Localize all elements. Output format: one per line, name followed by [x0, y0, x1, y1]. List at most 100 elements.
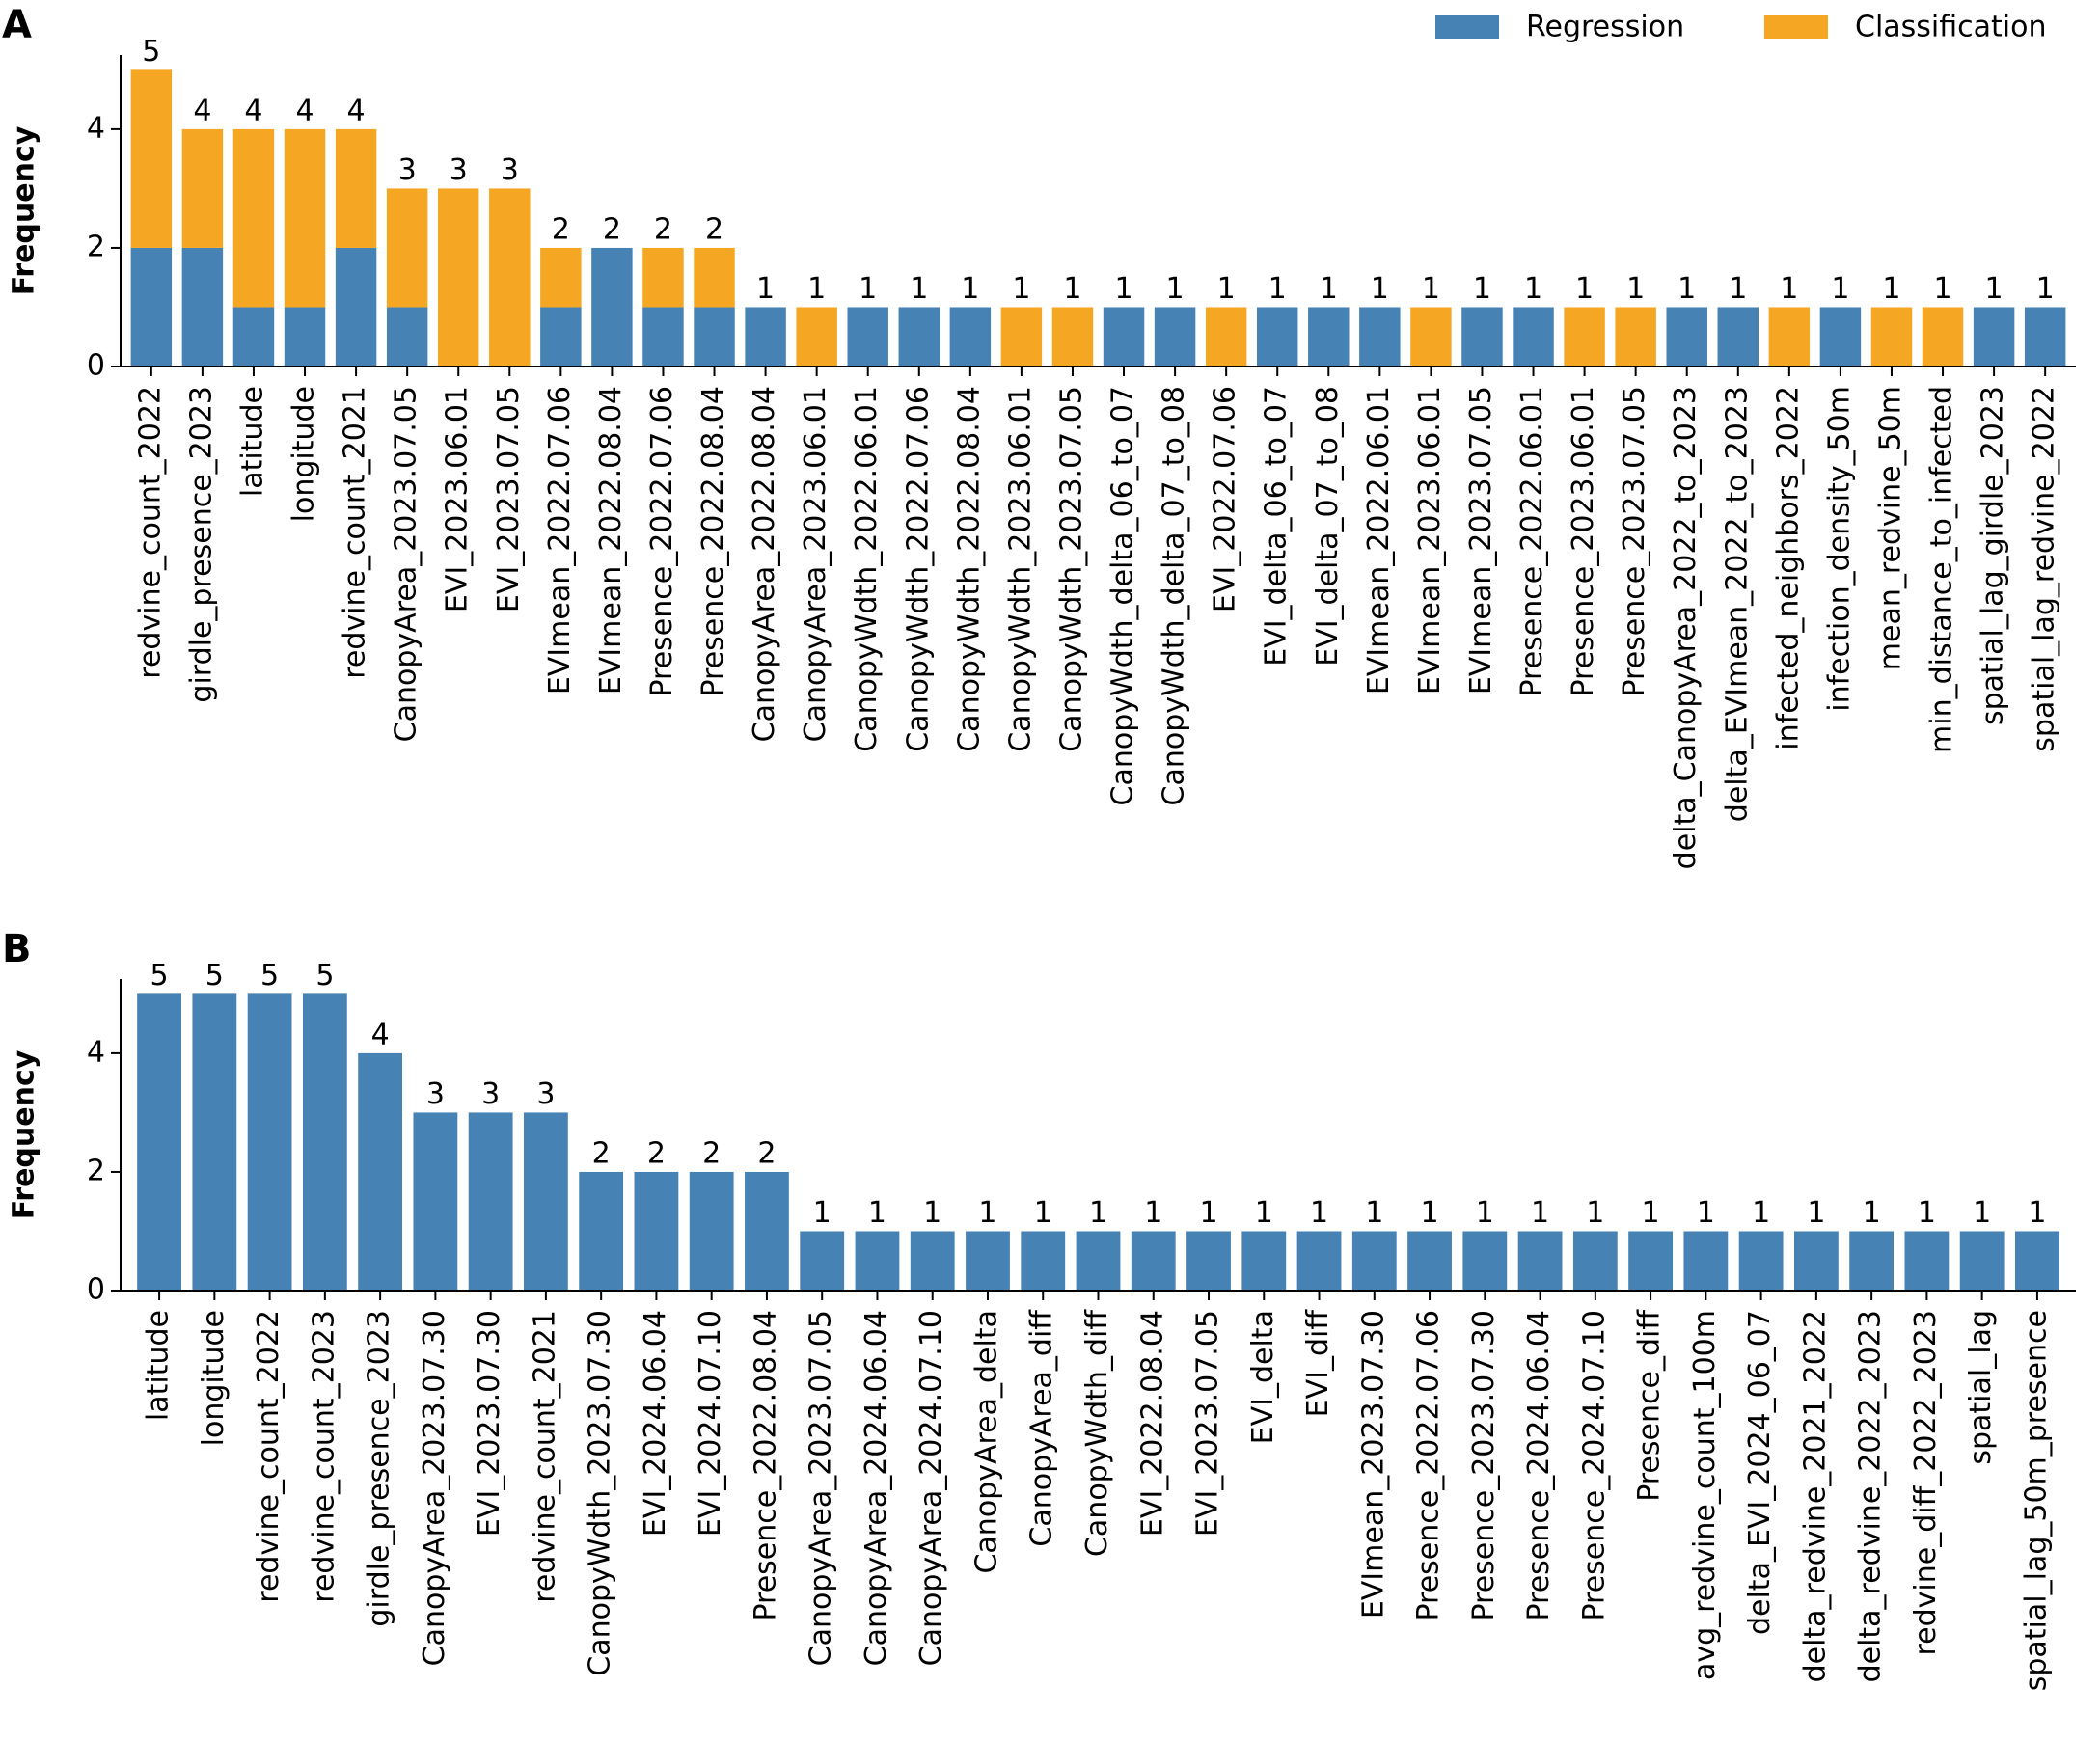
- bar: [1959, 1231, 2005, 1291]
- bar-segment: [898, 307, 941, 367]
- x-tick-label: spatial_lag: [1964, 1310, 1998, 1465]
- bar: [745, 1171, 789, 1291]
- x-tick-label: EVI_delta: [1246, 1310, 1280, 1444]
- x-tick-label: CanopyWdth_delta_07_to_08: [1158, 386, 1191, 805]
- x-tick-label: Presence_2022.06.01: [1515, 386, 1549, 697]
- x-tick-label: CanopyWdth_delta_06_to_07: [1106, 386, 1140, 805]
- bar: [1186, 1231, 1231, 1291]
- total-label: 1: [1933, 272, 1951, 306]
- value-label: 1: [1476, 1196, 1494, 1230]
- bar-segment: [1051, 307, 1094, 367]
- y-tick-label: 2: [87, 230, 105, 263]
- legend-label: Classification: [1855, 11, 2047, 44]
- value-label: 5: [205, 959, 224, 993]
- x-tick-label: EVI_2023.07.30: [473, 1310, 506, 1537]
- bar-segment: [642, 307, 684, 367]
- total-label: 1: [1114, 272, 1132, 306]
- x-tick-label: redvine_count_2022: [133, 386, 167, 679]
- bar-segment: [284, 307, 326, 367]
- x-tick-label: EVI_delta_07_to_08: [1311, 386, 1345, 667]
- bar-segment: [591, 247, 633, 367]
- bar: [910, 1231, 955, 1291]
- x-tick-label: CanopyArea_delta: [969, 1310, 1003, 1574]
- bar: [1738, 1231, 1784, 1291]
- x-tick-label: CanopyArea_2024.07.10: [914, 1310, 948, 1666]
- x-tick-label: redvine_count_2021: [528, 1310, 561, 1603]
- total-label: 4: [295, 94, 314, 127]
- total-label: 1: [961, 272, 979, 306]
- x-tick-label: EVI_2024.07.10: [694, 1310, 727, 1537]
- bar-segment: [181, 128, 224, 248]
- bar: [1904, 1231, 1950, 1291]
- total-label: 2: [654, 212, 672, 246]
- x-tick-label: CanopyWdth_2023.06.01: [1003, 386, 1037, 752]
- value-label: 1: [1255, 1196, 1273, 1230]
- bar-segment: [1615, 307, 1656, 367]
- x-tick-label: CanopyWdth_2022.08.04: [952, 386, 986, 752]
- x-tick-label: EVImean_2023.06.01: [1413, 386, 1447, 694]
- x-tick-label: EVI_2023.07.05: [492, 386, 526, 612]
- x-tick-label: redvine_count_2021: [339, 386, 372, 679]
- x-tick-label: girdle_presence_2023: [184, 386, 218, 703]
- bar-segment: [1922, 307, 1964, 367]
- value-label: 3: [536, 1077, 555, 1111]
- value-label: 1: [1807, 1196, 1825, 1230]
- bar-segment: [1410, 307, 1452, 367]
- y-tick-label: 2: [87, 1154, 105, 1187]
- value-label: 1: [1642, 1196, 1660, 1230]
- bar-segment: [1870, 307, 1913, 367]
- x-tick-label: spatial_lag_50m_presence: [2019, 1310, 2053, 1691]
- total-label: 1: [1422, 272, 1440, 306]
- x-tick-label: delta_CanopyArea_2022_to_2023: [1669, 386, 1703, 869]
- total-label: 3: [398, 153, 417, 187]
- x-tick-label: EVI_diff: [1301, 1309, 1335, 1418]
- total-label: 2: [705, 212, 723, 246]
- bar: [855, 1231, 900, 1291]
- value-label: 2: [702, 1136, 721, 1170]
- bar: [1462, 1231, 1508, 1291]
- value-label: 1: [1918, 1196, 1936, 1230]
- total-label: 1: [1371, 272, 1389, 306]
- bar-segment: [386, 188, 428, 308]
- bar-segment: [232, 128, 275, 308]
- bar-segment: [1359, 307, 1401, 367]
- bar: [966, 1231, 1010, 1291]
- x-tick-label: Presence_2023.07.30: [1467, 1310, 1501, 1621]
- bar: [137, 993, 181, 1291]
- x-tick-label: CanopyArea_2023.07.30: [418, 1310, 451, 1666]
- panel-label: A: [2, 3, 32, 47]
- total-label: 1: [1320, 272, 1338, 306]
- total-label: 2: [552, 212, 570, 246]
- x-tick-label: EVImean_2022.06.01: [1362, 386, 1396, 694]
- total-label: 5: [142, 35, 160, 68]
- value-label: 2: [592, 1136, 611, 1170]
- x-tick-label: longitude: [197, 1310, 231, 1446]
- bar-segment: [1103, 307, 1145, 367]
- total-label: 1: [2036, 272, 2055, 306]
- x-tick-label: mean_redvine_50m: [1873, 386, 1907, 670]
- x-tick-label: spatial_lag_girdle_2023: [1977, 386, 2010, 725]
- x-tick-label: CanopyArea_2023.07.05: [390, 386, 423, 742]
- bar-segment: [1513, 307, 1554, 367]
- bar: [800, 1231, 845, 1291]
- x-tick-label: avg_redvine_count_100m: [1688, 1310, 1722, 1680]
- bar-segment: [130, 247, 173, 367]
- total-label: 1: [1677, 272, 1696, 306]
- total-label: 1: [859, 272, 877, 306]
- bar: [247, 993, 292, 1291]
- bar: [2015, 1231, 2059, 1291]
- x-tick-label: Presence_2023.06.01: [1567, 386, 1600, 697]
- x-tick-label: EVI_2022.08.04: [1135, 1310, 1169, 1537]
- value-label: 4: [371, 1018, 390, 1051]
- x-tick-label: spatial_lag_redvine_2022: [2028, 386, 2061, 752]
- x-tick-label: redvine_count_2023: [307, 1310, 341, 1603]
- total-label: 1: [910, 272, 928, 306]
- x-tick-label: EVI_2022.07.06: [1209, 386, 1242, 612]
- total-label: 1: [756, 272, 775, 306]
- bar: [1572, 1231, 1618, 1291]
- bar-segment: [232, 307, 275, 367]
- legend-swatch: [1435, 15, 1499, 39]
- x-tick-label: Presence_2022.08.04: [696, 386, 730, 697]
